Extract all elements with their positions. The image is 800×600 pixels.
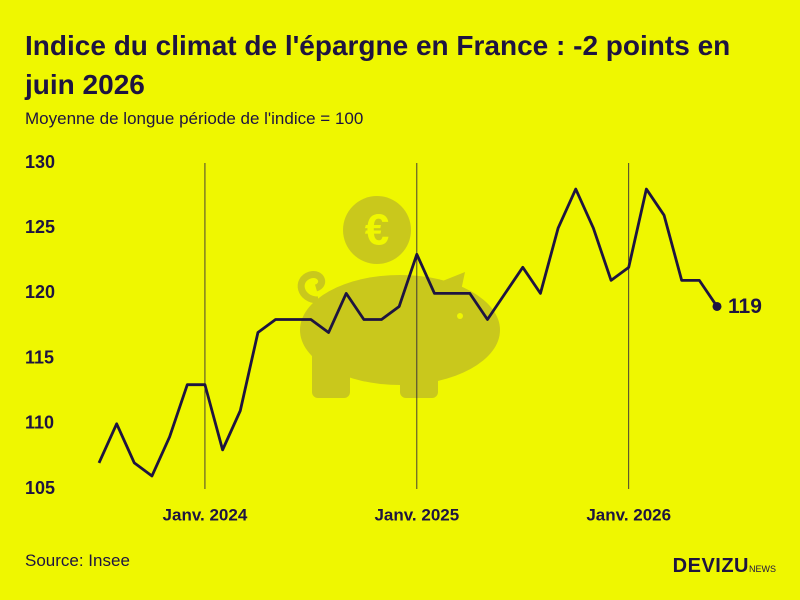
brand-logo: DEVIZUNEWS bbox=[673, 555, 776, 578]
end-point bbox=[712, 301, 722, 311]
piggy-bank-icon: € bbox=[297, 196, 500, 398]
chart-subtitle: Moyenne de longue période de l'indice = … bbox=[25, 109, 364, 128]
y-tick-label: 130 bbox=[25, 152, 55, 172]
svg-text:€: € bbox=[365, 206, 389, 255]
brand-suffix: NEWS bbox=[749, 564, 776, 574]
source: Source: Insee bbox=[25, 551, 130, 570]
value-label: 119 bbox=[728, 295, 762, 318]
y-tick-label: 110 bbox=[25, 413, 54, 433]
x-tick-label: Janv. 2025 bbox=[374, 505, 459, 524]
y-tick-label: 105 bbox=[25, 478, 55, 498]
x-tick-label: Janv. 2024 bbox=[163, 505, 248, 524]
y-tick-label: 120 bbox=[25, 282, 55, 302]
line bbox=[97, 187, 719, 478]
y-tick-label: 115 bbox=[25, 347, 54, 367]
brand: DEVIZU bbox=[672, 555, 749, 577]
chart-title: Indice du climat de l'épargne en France … bbox=[25, 30, 731, 100]
y-tick-label: 125 bbox=[25, 217, 55, 237]
x-tick-label: Janv. 2026 bbox=[586, 505, 671, 524]
